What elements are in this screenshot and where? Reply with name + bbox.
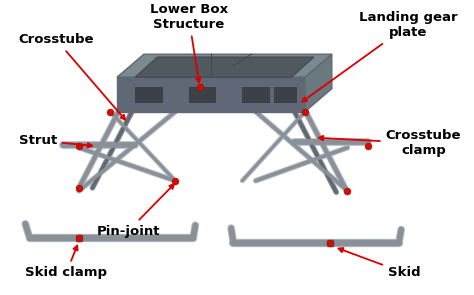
- Bar: [135, 87, 162, 102]
- Bar: [273, 87, 296, 102]
- Text: Crosstube: Crosstube: [18, 33, 125, 119]
- Bar: [189, 87, 216, 102]
- Polygon shape: [135, 57, 314, 77]
- Text: Strut: Strut: [18, 134, 92, 148]
- Text: Landing gear
plate: Landing gear plate: [302, 12, 457, 102]
- Text: Crosstube
clamp: Crosstube clamp: [319, 129, 461, 157]
- Bar: [242, 87, 269, 102]
- Polygon shape: [305, 54, 332, 112]
- Polygon shape: [117, 54, 332, 77]
- Text: Lower Box
Structure: Lower Box Structure: [150, 3, 228, 83]
- Text: Skid: Skid: [338, 248, 420, 279]
- Polygon shape: [117, 77, 305, 112]
- Text: Pin-joint: Pin-joint: [97, 184, 174, 237]
- Text: Skid clamp: Skid clamp: [25, 245, 107, 279]
